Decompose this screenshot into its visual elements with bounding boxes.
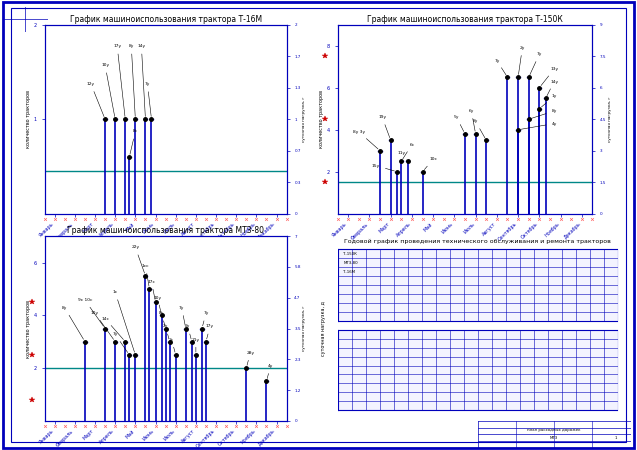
Text: 7у: 7у bbox=[179, 306, 185, 326]
Text: 8с: 8с bbox=[159, 311, 165, 326]
Text: 6у: 6у bbox=[469, 109, 475, 131]
Text: 8с: 8с bbox=[130, 130, 138, 154]
Text: 8у 3у: 8у 3у bbox=[353, 130, 378, 149]
Text: 8у: 8у bbox=[531, 109, 557, 118]
Text: 7у: 7у bbox=[145, 82, 151, 117]
Text: 10у: 10у bbox=[154, 296, 162, 313]
Text: 28у: 28у bbox=[247, 351, 254, 365]
Text: 9с 10с: 9с 10с bbox=[78, 298, 103, 326]
Text: 5у: 5у bbox=[454, 115, 464, 131]
Text: 12у: 12у bbox=[87, 82, 104, 117]
Text: 4у: 4у bbox=[267, 364, 273, 378]
Text: 1сс: 1сс bbox=[141, 264, 149, 286]
Text: Т-150К: Т-150К bbox=[343, 252, 357, 256]
Text: 10у: 10у bbox=[101, 63, 115, 117]
Text: 7у: 7у bbox=[203, 311, 209, 326]
Text: 17с: 17с bbox=[148, 280, 155, 299]
Y-axis label: количество тракторов: количество тракторов bbox=[26, 90, 31, 148]
Y-axis label: суточная нагрузка, г: суточная нагрузка, г bbox=[302, 96, 306, 142]
Text: 4у: 4у bbox=[521, 122, 557, 129]
Title: График машиноиспользования трактора МТЗ-80: График машиноиспользования трактора МТЗ-… bbox=[67, 226, 264, 235]
Text: 10с: 10с bbox=[424, 157, 437, 170]
Text: 13у: 13у bbox=[541, 67, 558, 86]
Text: 2у: 2у bbox=[185, 324, 191, 339]
Text: 15у: 15у bbox=[372, 163, 394, 171]
Text: 2с: 2с bbox=[169, 338, 175, 352]
Y-axis label: суточная нагрузка, г: суточная нагрузка, г bbox=[302, 306, 306, 351]
Text: план расходных дорожек: план расходных дорожек bbox=[527, 428, 581, 432]
Text: 1у: 1у bbox=[541, 94, 557, 107]
Text: 17у: 17у bbox=[206, 324, 214, 339]
Text: 14с: 14с bbox=[101, 317, 124, 340]
Text: 22у: 22у bbox=[131, 245, 145, 273]
Text: 8у: 8у bbox=[473, 119, 485, 138]
Text: 7у: 7у bbox=[113, 333, 128, 352]
Text: суточная нагрузка, д: суточная нагрузка, д bbox=[321, 301, 326, 356]
Text: 11у: 11у bbox=[397, 151, 408, 161]
Y-axis label: количество тракторов: количество тракторов bbox=[26, 300, 31, 357]
Title: График машиноиспользования трактора Т-16М: График машиноиспользования трактора Т-16… bbox=[69, 15, 262, 24]
Text: 2у: 2у bbox=[519, 46, 525, 75]
Text: Т-16М: Т-16М bbox=[343, 270, 355, 274]
Text: 21у: 21у bbox=[192, 338, 200, 352]
Text: 7у: 7у bbox=[494, 58, 506, 75]
Text: 6с: 6с bbox=[403, 143, 415, 159]
Text: Годовой график проведения технического обслуживания и ремонта тракторов: Годовой график проведения технического о… bbox=[345, 239, 611, 244]
Text: 8у: 8у bbox=[129, 45, 135, 117]
Text: 19у: 19у bbox=[378, 115, 390, 138]
Text: 1с: 1с bbox=[113, 290, 134, 352]
Y-axis label: суточная нагрузка, г: суточная нагрузка, г bbox=[608, 96, 612, 142]
Text: 8у: 8у bbox=[62, 306, 83, 339]
Text: 2у: 2у bbox=[163, 324, 169, 339]
Text: 17у: 17у bbox=[113, 45, 125, 117]
Text: 14у: 14у bbox=[138, 45, 145, 117]
Text: 7у: 7у bbox=[530, 52, 542, 75]
Text: МТЗ-80: МТЗ-80 bbox=[343, 261, 358, 265]
Y-axis label: количество тракторов: количество тракторов bbox=[319, 90, 324, 148]
Text: 1: 1 bbox=[614, 436, 617, 440]
Text: МТЗ: МТЗ bbox=[550, 436, 558, 440]
Text: 10у: 10у bbox=[91, 311, 113, 339]
Title: График машиноиспользования трактора Т-150К: График машиноиспользования трактора Т-15… bbox=[367, 15, 563, 24]
Text: 14у: 14у bbox=[547, 80, 558, 96]
